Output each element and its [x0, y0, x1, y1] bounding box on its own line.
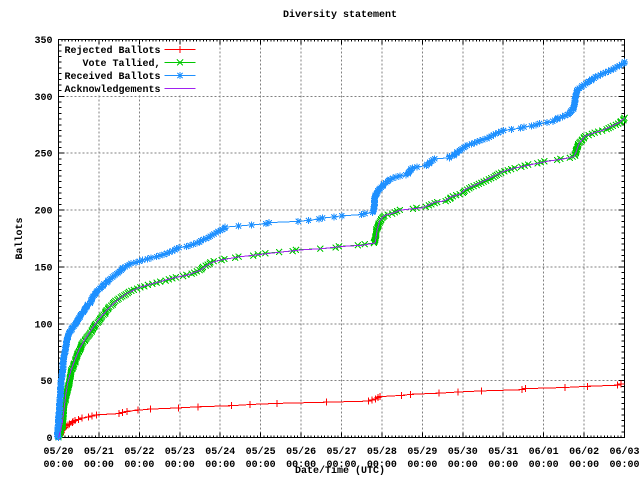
svg-text:250: 250	[34, 150, 52, 161]
svg-text:00:00: 00:00	[165, 460, 195, 471]
svg-text:350: 350	[34, 36, 52, 47]
svg-text:00:00: 00:00	[246, 460, 276, 471]
svg-text:00:00: 00:00	[529, 460, 559, 471]
svg-text:Acknowledgements: Acknowledgements	[64, 84, 160, 96]
svg-text:05/23: 05/23	[165, 446, 195, 458]
svg-text:05/29: 05/29	[407, 446, 437, 458]
svg-text:00:00: 00:00	[407, 460, 437, 471]
svg-text:Date/Time (UTC): Date/Time (UTC)	[295, 465, 385, 477]
svg-text:Vote Tallied,: Vote Tallied,	[82, 58, 160, 70]
svg-text:Diversity statement: Diversity statement	[283, 9, 397, 21]
svg-text:05/27: 05/27	[326, 446, 356, 458]
svg-text:05/28: 05/28	[367, 446, 397, 458]
svg-text:05/31: 05/31	[488, 446, 518, 458]
svg-text:00:00: 00:00	[205, 460, 235, 471]
svg-text:50: 50	[40, 377, 52, 388]
svg-text:00:00: 00:00	[448, 460, 478, 471]
svg-text:00:00: 00:00	[488, 460, 518, 471]
svg-text:00:00: 00:00	[569, 460, 599, 471]
svg-text:05/22: 05/22	[124, 446, 154, 458]
svg-text:200: 200	[34, 207, 52, 218]
svg-text:00:00: 00:00	[326, 460, 356, 471]
svg-text:Received Ballots: Received Ballots	[64, 71, 160, 83]
svg-text:100: 100	[34, 320, 52, 331]
svg-text:05/21: 05/21	[84, 446, 114, 458]
svg-text:150: 150	[34, 263, 52, 274]
svg-text:05/26: 05/26	[286, 446, 316, 458]
svg-text:Ballots: Ballots	[14, 217, 26, 259]
svg-text:06/02: 06/02	[569, 446, 599, 458]
svg-text:00:00: 00:00	[286, 460, 316, 471]
svg-text:Rejected Ballots: Rejected Ballots	[64, 45, 160, 57]
svg-text:06/01: 06/01	[529, 446, 559, 458]
svg-text:05/24: 05/24	[205, 446, 235, 458]
svg-text:00:00: 00:00	[43, 460, 73, 471]
svg-text:00:00: 00:00	[84, 460, 114, 471]
svg-text:00:00: 00:00	[609, 460, 639, 471]
svg-text:300: 300	[34, 93, 52, 104]
svg-text:00:00: 00:00	[124, 460, 154, 471]
svg-text:0: 0	[46, 434, 52, 445]
svg-text:05/25: 05/25	[246, 446, 276, 458]
svg-text:05/30: 05/30	[448, 446, 478, 458]
svg-text:06/03: 06/03	[609, 446, 639, 458]
svg-text:05/20: 05/20	[43, 446, 73, 458]
svg-text:00:00: 00:00	[367, 460, 397, 471]
